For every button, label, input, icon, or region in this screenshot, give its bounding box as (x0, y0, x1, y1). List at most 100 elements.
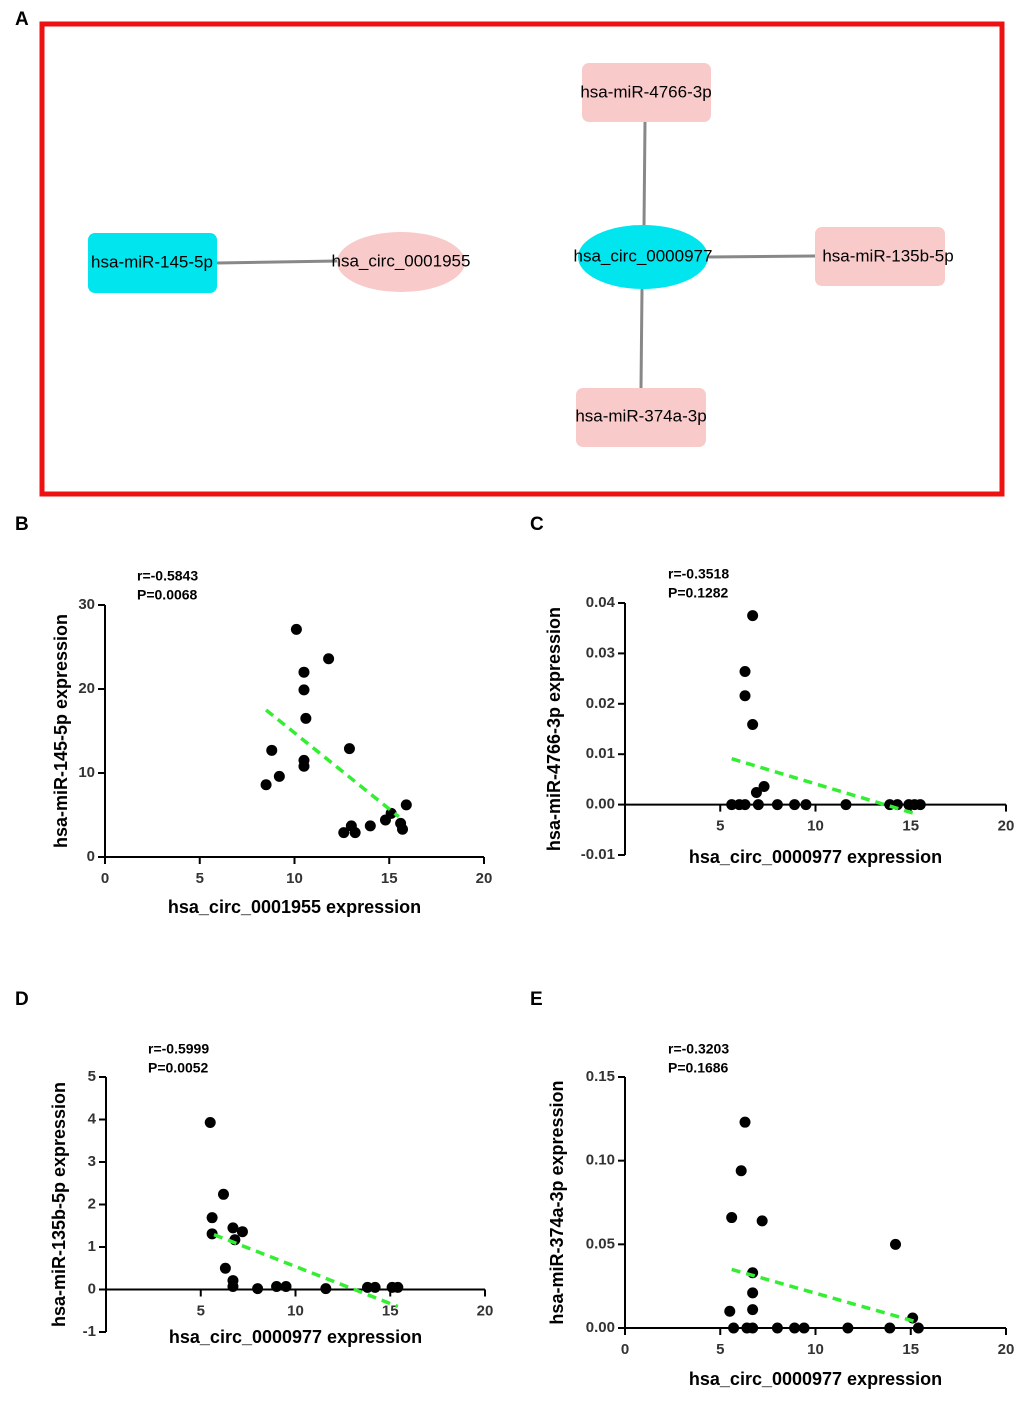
y-tick-label: 0.04 (586, 594, 616, 611)
node-label: hsa_circ_0000977 (574, 246, 713, 265)
x-tick-label: 20 (477, 1302, 494, 1319)
x-tick-label: 15 (902, 818, 919, 835)
point (206, 1212, 218, 1224)
point (219, 1262, 231, 1274)
y-tick-label: -1 (83, 1323, 96, 1340)
y-tick-label: 0.05 (586, 1235, 615, 1252)
point (290, 623, 302, 635)
point (747, 610, 759, 622)
y-tick-label: 0.00 (586, 796, 615, 813)
y-tick-label: 0.02 (586, 695, 615, 712)
point (227, 1222, 239, 1234)
point (273, 770, 285, 782)
node (815, 227, 945, 286)
point (726, 799, 738, 811)
y-axis-label: hsa-miR-135b-5p expression (49, 1082, 69, 1327)
y-tick-label: 0.10 (586, 1152, 615, 1169)
point (260, 779, 272, 791)
edge (639, 288, 644, 389)
point (320, 1283, 332, 1295)
panel-label: D (15, 989, 29, 1010)
point (914, 799, 926, 811)
y-tick-label: 30 (78, 596, 95, 613)
trend-line (731, 757, 919, 817)
point (204, 1116, 216, 1128)
x-tick-label: 0 (101, 870, 109, 887)
point (362, 1281, 374, 1293)
point (789, 1322, 801, 1334)
point (771, 1322, 783, 1334)
x-tick-label: 10 (807, 818, 824, 835)
node-label: hsa_circ_0001955 (332, 251, 471, 270)
point (739, 799, 751, 811)
x-tick-label: 15 (902, 1341, 919, 1358)
point (771, 799, 783, 811)
y-tick-label: 0.01 (586, 745, 615, 762)
annotation: P=0.1686 (668, 1060, 729, 1076)
node-label: hsa-miR-4766-3p (580, 82, 711, 101)
annotation: r=-0.3203 (668, 1041, 729, 1057)
point (789, 799, 801, 811)
y-tick-label: 0.15 (586, 1068, 615, 1085)
x-tick-label: 20 (998, 818, 1015, 835)
annotation: P=0.0068 (137, 587, 198, 603)
y-axis-label: hsa-miR-4766-3p expression (544, 607, 564, 851)
point (800, 799, 812, 811)
y-tick-label: 2 (88, 1195, 96, 1212)
node (337, 232, 465, 292)
x-tick-label: 15 (382, 1302, 399, 1319)
node-label: hsa-miR-145-5p (91, 252, 213, 271)
point (912, 1322, 924, 1334)
y-tick-label: 5 (88, 1068, 96, 1085)
x-tick-label: 20 (476, 870, 493, 887)
y-tick-label: 4 (88, 1110, 97, 1127)
point (884, 1322, 896, 1334)
annotation: r=-0.3518 (668, 566, 729, 582)
point (343, 743, 355, 755)
y-tick-label: 0.00 (586, 1319, 615, 1336)
point (217, 1188, 229, 1200)
x-tick-label: 10 (807, 1341, 824, 1358)
trend-line (213, 1233, 399, 1309)
point (890, 1238, 902, 1250)
annotation: r=-0.5843 (137, 568, 198, 584)
point (227, 1281, 239, 1293)
y-tick-label: -0.01 (581, 846, 615, 863)
point (298, 684, 310, 696)
point (236, 1226, 248, 1238)
node-label: hsa-miR-135b-5p (822, 246, 953, 265)
point (726, 1212, 738, 1224)
edge (216, 259, 338, 265)
node (578, 225, 708, 289)
node (88, 233, 217, 293)
point (271, 1281, 283, 1293)
point (392, 1281, 404, 1293)
frame (39, 21, 1005, 497)
point (747, 718, 759, 730)
y-tick-label: 20 (78, 680, 95, 697)
x-tick-label: 5 (716, 1341, 724, 1358)
x-axis-label: hsa_circ_0000977 expression (689, 847, 942, 867)
node (576, 388, 706, 447)
y-tick-label: 0.03 (586, 644, 615, 661)
point (323, 653, 335, 665)
y-tick-label: 0 (88, 1280, 96, 1297)
y-tick-label: 0 (87, 848, 95, 865)
point (739, 666, 751, 678)
point (747, 1287, 759, 1299)
point (758, 780, 770, 792)
point (280, 1281, 292, 1293)
point (266, 744, 278, 756)
point (735, 1165, 747, 1177)
x-axis-label: hsa_circ_0000977 expression (689, 1369, 942, 1389)
point (752, 799, 764, 811)
point (728, 1322, 740, 1334)
point (747, 1304, 759, 1316)
point (252, 1283, 264, 1295)
y-axis-label: hsa-miR-145-5p expression (51, 614, 71, 848)
x-axis-label: hsa_circ_0001955 expression (168, 897, 421, 917)
x-tick-label: 5 (716, 818, 724, 835)
x-tick-label: 5 (196, 870, 204, 887)
point (400, 799, 412, 811)
